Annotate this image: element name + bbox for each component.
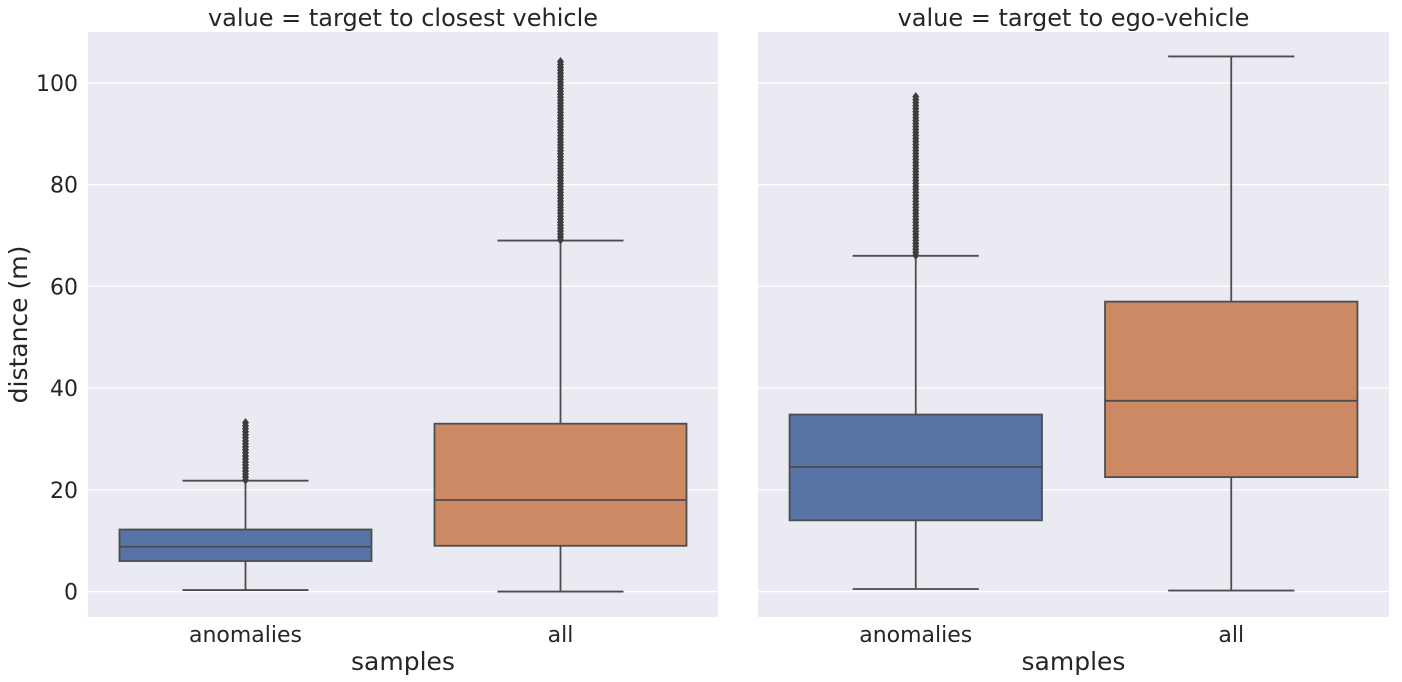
x-tick-label: anomalies: [189, 623, 302, 648]
x-axis-label-ego-vehicle: samples: [1022, 647, 1126, 676]
outlier-point: [242, 418, 249, 428]
outliers: [912, 92, 920, 260]
x-tick-label: all: [1218, 623, 1244, 648]
x-tick-label: all: [548, 623, 574, 648]
y-tick-label: 100: [36, 72, 78, 97]
y-tick-label: 0: [64, 581, 78, 606]
y-tick-label: 60: [50, 275, 78, 300]
iqr-box: [1104, 300, 1359, 479]
panel-ego-vehicle: anomalies all value = target to ego-vehic…: [758, 4, 1389, 676]
outliers: [242, 418, 249, 485]
y-tick-label: 20: [50, 479, 78, 504]
panel-title-ego-vehicle: value = target to ego-vehicle: [898, 4, 1250, 32]
outlier-point: [912, 92, 920, 102]
grid-closest-vehicle: [88, 82, 718, 593]
outlier-point: [557, 57, 564, 67]
y-tick-label: 40: [50, 377, 78, 402]
panel-title-closest-vehicle: value = target to closest vehicle: [208, 4, 598, 32]
box-all: [433, 57, 688, 593]
y-axis-label: distance (m): [4, 246, 33, 404]
box-all: [1104, 55, 1359, 592]
iqr-box: [433, 422, 688, 547]
x-tick-label: anomalies: [859, 623, 972, 648]
outliers: [557, 57, 564, 245]
y-tick-label: 80: [50, 174, 78, 199]
boxes-closest-vehicle: [118, 57, 688, 593]
ticks-ego-vehicle: anomalies all: [859, 623, 1244, 648]
box-anomalies: [788, 92, 1043, 590]
x-axis-label-closest-vehicle: samples: [351, 647, 455, 676]
panel-closest-vehicle: 0 20 40 60 80 100 anomalies all value = target …: [4, 4, 718, 676]
boxes-ego-vehicle: [788, 55, 1359, 592]
ticks-closest-vehicle: 0 20 40 60 80 100 anomalies all: [36, 72, 573, 648]
box-anomalies: [118, 418, 373, 591]
iqr-box: [118, 528, 373, 562]
